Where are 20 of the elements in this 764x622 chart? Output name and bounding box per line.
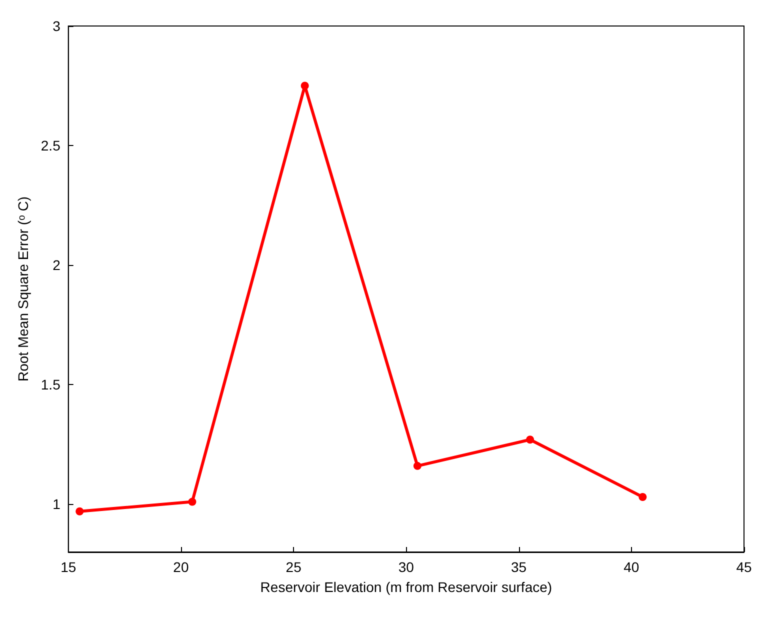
point (300, 82, 309, 90)
x-axis-title: Reservoir Elevation (m from Reservoir surface) (260, 579, 552, 595)
point (76, 507, 84, 516)
x-tick-label: 35 (511, 559, 527, 575)
point (638, 493, 647, 502)
x-tick-label: 20 (173, 559, 189, 575)
y-axis-title: Root Mean Square Error (ᵒ C) (15, 196, 31, 382)
x-tick-label: 15 (60, 559, 76, 575)
point (413, 462, 422, 470)
y-tick-label: 1.5 (40, 376, 61, 393)
x-tick-label: 30 (398, 559, 414, 575)
x-tick-label: 40 (624, 559, 640, 575)
point (526, 436, 534, 444)
x-tick-label: 45 (736, 559, 752, 575)
x-tick-label: 25 (286, 559, 302, 575)
y-tick-label: 2 (52, 257, 61, 274)
y-tick-label: 3 (52, 18, 61, 34)
y-tick-label: 1 (52, 496, 61, 512)
y-tick-label: 2.5 (40, 138, 61, 154)
point (188, 498, 196, 506)
